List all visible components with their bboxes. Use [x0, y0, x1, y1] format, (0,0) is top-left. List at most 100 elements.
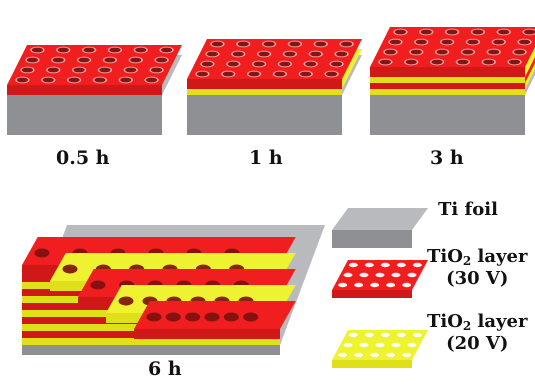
- legend-label-tio2-30v: TiO2 layer (30 V): [427, 246, 527, 290]
- pore-shadow-hole: [160, 47, 173, 53]
- pore-shadow-hole: [135, 47, 147, 53]
- ti-base-side: [370, 95, 525, 135]
- pore-shadow-hole: [340, 41, 353, 47]
- panel-label-3h: 3 h: [430, 147, 464, 169]
- pore-shadow-hole: [315, 41, 327, 47]
- legend-swatch-ti-foil-top: [332, 208, 428, 230]
- terrace-pore: [223, 312, 239, 322]
- legend-tio2-20-name-rest: layer: [471, 311, 528, 332]
- panel-label-1h: 1 h: [249, 147, 283, 169]
- pore-shadow-hole: [155, 57, 168, 63]
- pore-shadow-hole: [441, 39, 453, 45]
- pore-shadow-hole: [258, 51, 270, 57]
- pore-shadow-hole: [472, 29, 484, 35]
- pore-shadow-hole: [498, 29, 510, 35]
- legend-swatch-tio2-20v-hole: [412, 332, 422, 338]
- pore-shadow-hole: [83, 47, 95, 53]
- pore-shadow-hole: [47, 67, 59, 73]
- pore-shadow-hole: [457, 59, 469, 65]
- top-oxide-layer: [187, 39, 362, 89]
- legend-swatch-tio2-30v-hole: [343, 272, 353, 278]
- pore-shadow-hole: [227, 61, 239, 67]
- pore-shadow-hole: [305, 61, 317, 67]
- legend-swatch-tio2-20v-hole: [380, 332, 390, 338]
- legend-swatch-tio2-20v-hole: [354, 352, 364, 358]
- terrace-pore: [62, 264, 78, 274]
- pore-shadow-hole: [206, 51, 219, 57]
- pore-shadow-hole: [325, 71, 338, 77]
- pore-shadow-hole: [389, 39, 402, 45]
- pore-shadow-hole: [263, 41, 275, 47]
- pore-shadow-hole: [120, 77, 132, 83]
- terrace-pore: [165, 312, 181, 322]
- pore-shadow-hole: [150, 67, 163, 73]
- terrace-pore: [90, 280, 106, 290]
- pore-shadow-hole: [26, 57, 39, 63]
- legend-swatch-tio2-20v-side: [332, 360, 412, 368]
- pore-shadow-hole: [310, 51, 322, 57]
- pore-shadow-hole: [196, 71, 209, 77]
- pore-shadow-hole: [130, 57, 142, 63]
- panel-label-6h: 6 h: [148, 358, 182, 380]
- pore-shadow-hole: [253, 61, 265, 67]
- top-oxide-layer: [370, 27, 535, 77]
- pore-shadow-hole: [274, 71, 286, 77]
- ti-base-side: [187, 95, 342, 135]
- pore-shadow-hole: [57, 47, 69, 53]
- pore-shadow-hole: [483, 59, 495, 65]
- pore-shadow-hole: [201, 61, 214, 67]
- legend-swatch-tio2-30v-hole: [359, 272, 369, 278]
- legend-swatch-tio2-20v-hole: [348, 332, 358, 338]
- legend-swatches: [332, 208, 428, 368]
- legend-swatch-tio2-30v-hole: [396, 262, 406, 268]
- legend-tio2-20-name-main: TiO: [427, 311, 463, 332]
- pore-shadow-hole: [300, 71, 312, 77]
- legend-swatch-ti-foil: [332, 208, 428, 248]
- pore-shadow-hole: [248, 71, 260, 77]
- terrace-pore: [146, 312, 162, 322]
- pore-shadow-hole: [78, 57, 90, 63]
- oxide-stack-layer: [22, 338, 280, 345]
- top-oxide-layer-side: [370, 67, 525, 77]
- legend-swatch-tio2-30v-hole: [375, 272, 385, 278]
- oxide-layer-side: [370, 77, 525, 83]
- pore-shadow-hole: [125, 67, 137, 73]
- legend-swatch-tio2-20v-hole: [370, 352, 380, 358]
- pore-shadow-hole: [493, 39, 505, 45]
- legend-tio2-30-name-sub: 2: [462, 254, 472, 268]
- pore-shadow-hole: [109, 47, 121, 53]
- pore-shadow-hole: [73, 67, 85, 73]
- legend-tio2-20-condition: (20 V): [446, 333, 509, 354]
- pore-shadow-hole: [394, 29, 407, 35]
- legend-swatch-tio2-20v-hole: [338, 352, 348, 358]
- pore-shadow-hole: [513, 49, 526, 55]
- terrace-pore: [204, 312, 220, 322]
- pore-shadow-hole: [488, 49, 500, 55]
- pore-shadow-hole: [94, 77, 106, 83]
- top-oxide-layer-side: [187, 79, 342, 89]
- pore-shadow-hole: [518, 39, 531, 45]
- legend-swatch-tio2-20v-hole: [391, 342, 401, 348]
- top-oxide-layer-top: [187, 39, 362, 79]
- legend-swatch-tio2-30v-hole: [380, 262, 390, 268]
- pore-shadow-hole: [462, 49, 474, 55]
- pore-shadow-hole: [237, 41, 249, 47]
- pore-shadow-hole: [284, 51, 296, 57]
- legend-swatch-tio2-30v-hole: [407, 272, 417, 278]
- pore-shadow-hole: [68, 77, 80, 83]
- panel-0-5h-block: [7, 45, 182, 135]
- pore-shadow-hole: [279, 61, 291, 67]
- legend-swatch-tio2-20v-hole: [364, 332, 374, 338]
- legend-swatch-tio2-20v-hole: [375, 342, 385, 348]
- legend-swatch-tio2-20v-hole: [359, 342, 369, 348]
- legend-swatch-tio2-20v-hole: [343, 342, 353, 348]
- legend-swatch-ti-foil-side: [332, 230, 412, 248]
- legend-swatch-tio2-30v-side: [332, 290, 412, 298]
- pore-shadow-hole: [99, 67, 111, 73]
- pore-shadow-hole: [42, 77, 54, 83]
- legend-tio2-20-name-sub: 2: [462, 319, 472, 333]
- legend-label-tio2-20v: TiO2 layer (20 V): [427, 311, 527, 355]
- pore-shadow-hole: [289, 41, 301, 47]
- terrace-pore: [34, 248, 50, 258]
- pore-shadow-hole: [431, 59, 443, 65]
